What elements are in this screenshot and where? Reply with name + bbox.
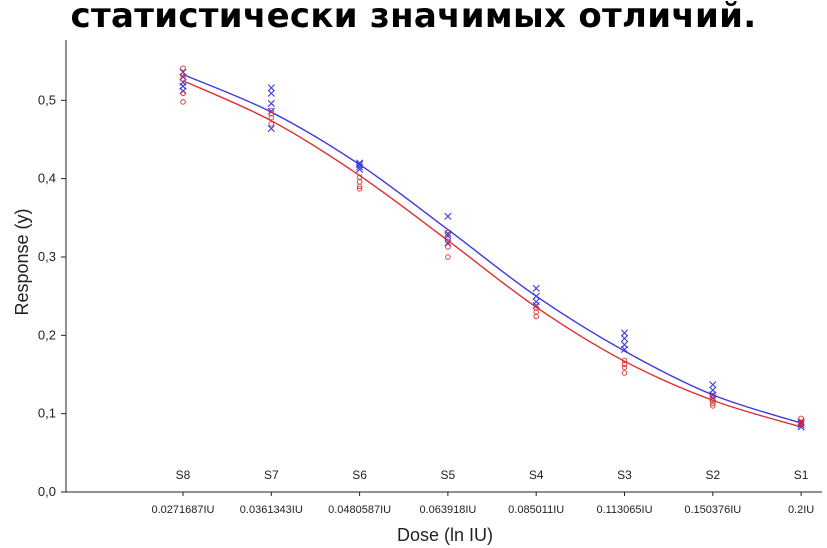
data-point-circle bbox=[356, 179, 363, 185]
data-point-x bbox=[444, 212, 452, 220]
y-ticks: 0,0 0,1 0,2 0,3 0,4 0,5 bbox=[38, 92, 66, 499]
x-axis-title: Dose (ln IU) bbox=[397, 525, 493, 545]
data-point-x bbox=[620, 329, 629, 337]
x-category-label: S1 bbox=[794, 468, 809, 482]
fit-curve bbox=[182, 80, 802, 428]
data-point-circle bbox=[533, 305, 539, 311]
data-point-circle bbox=[621, 370, 628, 376]
x-dose-label: 0.0361343IU bbox=[240, 504, 303, 516]
x-category-label: S4 bbox=[529, 468, 544, 482]
x-category-label: S8 bbox=[176, 468, 191, 482]
data-point-circle bbox=[445, 244, 451, 250]
x-category-label: S7 bbox=[264, 468, 279, 482]
data-point-circle bbox=[180, 72, 186, 79]
x-category-label: S2 bbox=[705, 468, 720, 482]
data-point-circle bbox=[798, 415, 804, 422]
y-tick-label: 0,0 bbox=[38, 484, 56, 499]
data-point-circle bbox=[268, 121, 275, 127]
data-point-circle bbox=[621, 364, 628, 371]
data-point-circle bbox=[710, 400, 716, 407]
x-dose-label: 0.113065IU bbox=[596, 504, 652, 516]
data-point-x bbox=[620, 334, 629, 343]
data-point-circle bbox=[180, 76, 186, 82]
data-point-circle bbox=[268, 110, 275, 117]
x-dose-label: 0.063918IU bbox=[419, 504, 476, 516]
x-category-label: S3 bbox=[617, 468, 632, 482]
x-category-label: S6 bbox=[352, 468, 367, 482]
data-point-circle bbox=[533, 313, 539, 320]
data-points bbox=[179, 65, 805, 431]
data-point-circle bbox=[798, 419, 804, 426]
data-point-x bbox=[620, 345, 629, 354]
x-dose-label: 0.085011IU bbox=[508, 504, 564, 516]
y-tick-label: 0,2 bbox=[38, 327, 56, 342]
data-point-x bbox=[267, 99, 275, 108]
data-point-x bbox=[356, 165, 364, 173]
data-point-circle bbox=[621, 357, 628, 364]
data-point-circle bbox=[356, 186, 363, 192]
data-point-circle bbox=[710, 397, 716, 404]
y-tick-label: 0,3 bbox=[38, 249, 56, 264]
data-point-circle bbox=[445, 229, 451, 236]
data-point-circle bbox=[445, 254, 451, 260]
data-point-x bbox=[532, 284, 540, 292]
data-point-x bbox=[356, 163, 364, 171]
x-dose-label: 0.0271687IU bbox=[152, 504, 215, 516]
y-tick-label: 0,5 bbox=[38, 92, 56, 107]
data-point-circle bbox=[710, 403, 716, 409]
y-tick-label: 0,4 bbox=[38, 171, 56, 186]
data-point-circle bbox=[268, 107, 275, 114]
data-point-circle bbox=[180, 65, 186, 71]
fit-curves bbox=[182, 73, 802, 428]
x-dose-label: 0.0480587IU bbox=[328, 504, 391, 516]
axes bbox=[65, 40, 822, 493]
data-point-x bbox=[532, 292, 540, 300]
data-point-circle bbox=[445, 238, 451, 245]
data-point-circle bbox=[621, 361, 628, 368]
page-heading: статистически значимых отличий. bbox=[70, 0, 757, 36]
x-categories: S8 0.0271687IU S7 0.0361343IU S6 0.0480587IU S… bbox=[152, 468, 815, 516]
data-point-circle bbox=[180, 99, 186, 105]
fit-curve bbox=[182, 73, 802, 424]
data-point-x bbox=[267, 124, 275, 133]
data-point-circle bbox=[180, 90, 186, 97]
y-tick-label: 0,1 bbox=[38, 406, 56, 421]
data-point-circle bbox=[356, 183, 363, 190]
data-point-x bbox=[267, 89, 275, 97]
data-point-circle bbox=[798, 421, 804, 428]
y-axis-title: Response (y) bbox=[12, 208, 32, 315]
data-point-circle bbox=[268, 114, 275, 121]
data-point-x bbox=[267, 84, 275, 92]
x-category-label: S5 bbox=[441, 468, 456, 482]
x-dose-label: 0.2IU bbox=[788, 504, 814, 516]
data-point-x bbox=[709, 381, 717, 389]
x-dose-label: 0.150376IU bbox=[684, 504, 741, 516]
